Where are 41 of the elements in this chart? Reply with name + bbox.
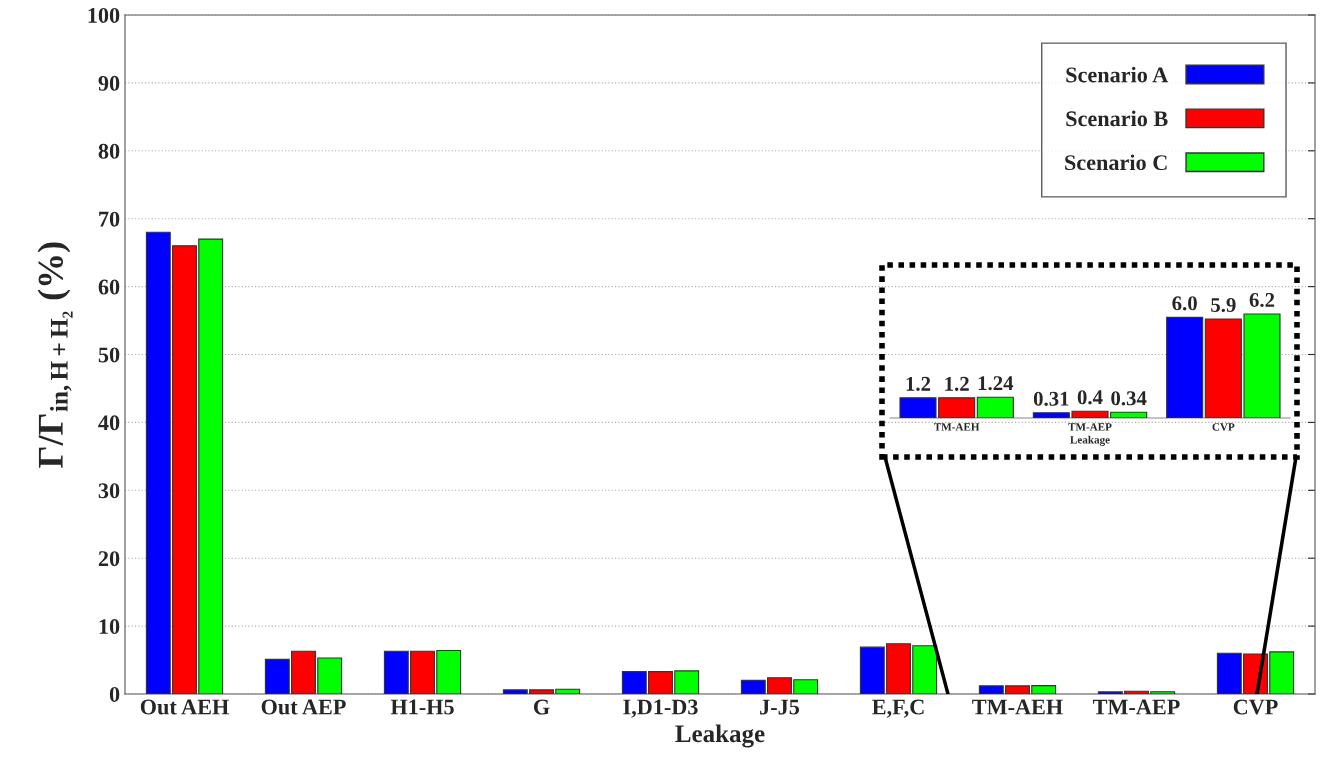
data-label: 5.9: [1211, 298, 1236, 313]
x-tick-label: I,D1-D3: [623, 699, 698, 718]
y-tick-label: 30: [98, 483, 120, 499]
y-tick-label: 90: [98, 75, 120, 91]
data-label: 6.2: [1249, 292, 1275, 308]
y-axis-title: Γ/Γ$_{in,H+H₂}$ (%): [37, 242, 73, 468]
data-label: 1.2: [945, 376, 969, 391]
data-label: 6.0: [1172, 296, 1197, 311]
x-tick-label: TM-AEH: [934, 423, 980, 431]
y-tick-label: 80: [98, 143, 120, 159]
legend-label: Scenario B: [1066, 110, 1168, 127]
y-tick-label: 100: [88, 7, 120, 23]
x-tick-label: CVP: [1212, 423, 1235, 431]
x-axis-title: Leakage: [675, 724, 765, 748]
x-tick-label: TM-AEP: [1068, 423, 1112, 431]
y-tick-label: 60: [98, 279, 120, 295]
legend-label: Scenario A: [1066, 66, 1169, 83]
x-axis-title: Leakage: [1070, 435, 1110, 446]
x-tick-label: G: [533, 699, 550, 715]
x-tick-label: Out AEH: [140, 699, 229, 715]
bar: [976, 396, 1014, 418]
legend-label: Scenario C: [1065, 154, 1167, 171]
data-label: 0.34: [1111, 391, 1147, 406]
x-tick-label: TM-AEH: [972, 699, 1063, 715]
data-label: 0.4: [1077, 390, 1103, 405]
x-tick-label: CVP: [1233, 699, 1278, 715]
data-label: 1.2: [906, 376, 931, 391]
y-tick-label: 70: [99, 211, 120, 227]
data-label: 0.31: [1033, 391, 1069, 406]
x-tick-label: H1-H5: [390, 699, 454, 715]
x-tick-label: TM-AEP: [1093, 699, 1180, 715]
y-tick-label: 50: [98, 347, 120, 363]
y-tick-label: 0: [109, 686, 120, 702]
bar: [1166, 316, 1204, 418]
x-tick-label: E,F,C: [872, 699, 924, 718]
data-label: 1.24: [978, 376, 1014, 391]
x-tick-label: J-J5: [760, 699, 800, 715]
x-tick-label: Out AEP: [261, 699, 346, 715]
y-tick-label: 40: [98, 415, 120, 431]
y-tick-label: 10: [99, 619, 120, 635]
y-tick-label: 20: [98, 551, 120, 567]
